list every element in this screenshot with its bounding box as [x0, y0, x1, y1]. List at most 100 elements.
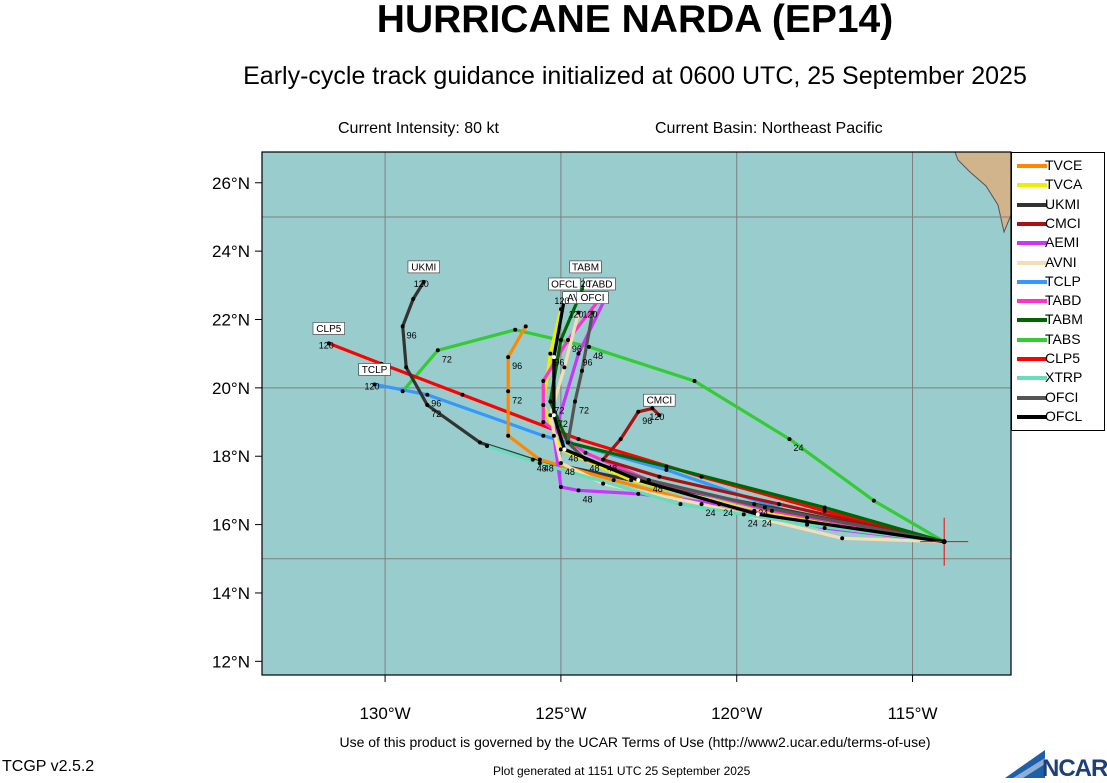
legend-swatch: [1017, 183, 1047, 188]
track-cmci: [601, 406, 946, 544]
track-point: [576, 488, 581, 493]
track-point: [551, 413, 556, 418]
track-point: [636, 478, 641, 483]
forecast-hour-label: 72: [431, 409, 441, 419]
forecast-hour-label: 24: [748, 518, 758, 528]
legend-item-xtrp: XTRP: [1012, 369, 1106, 387]
track-point: [629, 478, 634, 483]
legend-item-tvce: TVCE: [1012, 157, 1106, 175]
forecast-hour-label: 24: [723, 508, 733, 518]
legend-label: TVCA: [1045, 176, 1083, 193]
legend-swatch: [1017, 395, 1047, 400]
current-intensity: Current Intensity: 80 kt: [338, 120, 499, 137]
track-point: [506, 433, 511, 438]
track-point: [530, 457, 535, 462]
track-point: [541, 420, 546, 425]
legend-item-tabs: TABS: [1012, 331, 1106, 349]
legend-label: OFCL: [1045, 407, 1083, 424]
track-point: [805, 522, 810, 527]
legend-item-tvca: TVCA: [1012, 176, 1106, 194]
legend-label: CLP5: [1045, 350, 1081, 366]
legend-swatch: [1017, 337, 1047, 342]
track-point: [692, 379, 697, 384]
forecast-hour-label: 48: [537, 464, 547, 474]
forecast-hour-label: 48: [544, 464, 554, 474]
track-point: [548, 399, 553, 404]
track-end-label-box: [569, 260, 602, 274]
legend-item-clp5: CLP5: [1012, 350, 1106, 368]
track-point: [762, 505, 767, 510]
track-point: [513, 327, 518, 332]
track-point: [787, 437, 792, 442]
lat-tick-label: 20°N: [212, 379, 250, 398]
track-end-label-box: [407, 260, 440, 274]
track-point: [548, 413, 553, 418]
track-point: [541, 433, 546, 438]
track-end-hour: 120: [568, 310, 583, 320]
track-point: [579, 368, 584, 373]
track-point: [558, 447, 563, 452]
track-point: [572, 399, 577, 404]
legend-swatch: [1017, 279, 1047, 284]
track-point: [636, 409, 641, 414]
track-point: [558, 461, 563, 466]
track-point: [776, 502, 781, 507]
track-end-label: TABD: [587, 279, 613, 290]
forecast-hour-label: 48: [565, 467, 575, 477]
track-point: [558, 484, 563, 489]
legend-swatch: [1017, 221, 1047, 226]
track-point: [583, 450, 588, 455]
track-point: [646, 478, 651, 483]
legend-swatch: [1017, 376, 1047, 381]
track-point: [421, 279, 426, 284]
lon-tick-label: 115°W: [888, 704, 938, 723]
track-end-hour: 120: [365, 381, 380, 391]
track-end-hour: 120: [583, 310, 598, 320]
legend-item-avni: AVNI: [1012, 254, 1106, 272]
version-label: TCGP v2.5.2: [2, 758, 95, 775]
track-point: [400, 324, 405, 329]
track-point: [541, 379, 546, 384]
forecast-hour-label: 96: [407, 330, 417, 340]
track-end-hour: 120: [649, 412, 664, 422]
track-end-label: UKMI: [411, 262, 436, 273]
terms-of-use-note: Use of this product is governed by the U…: [339, 734, 931, 750]
track-end-label-box: [583, 277, 616, 291]
track-point: [562, 447, 567, 452]
track-end-label: OFCI: [581, 293, 605, 304]
legend-item-tabd: TABD: [1012, 292, 1106, 310]
track-point: [506, 389, 511, 394]
track-point: [548, 351, 553, 356]
track-point: [478, 440, 483, 445]
track-point: [562, 365, 567, 370]
track-point: [611, 478, 616, 483]
track-point: [636, 491, 641, 496]
legend-label: OFCI: [1045, 388, 1079, 405]
track-end-label: CLP5: [316, 324, 341, 335]
legend-item-ofcl: OFCL: [1012, 408, 1106, 426]
current-basin: Current Basin: Northeast Pacific: [655, 120, 883, 137]
track-point: [741, 512, 746, 517]
track-point: [400, 389, 405, 394]
track-end-label: CMCI: [647, 396, 673, 407]
track-end-label-box: [643, 393, 676, 407]
generated-timestamp: Plot generated at 1151 UTC 25 September …: [493, 764, 751, 778]
track-point: [871, 498, 876, 503]
track-point: [822, 526, 827, 531]
track-point: [650, 406, 655, 411]
track-point: [752, 502, 757, 507]
track-point: [372, 382, 377, 387]
track-point: [805, 515, 810, 520]
forecast-hour-label: 48: [582, 494, 592, 504]
track-point: [664, 464, 669, 469]
track-point: [506, 355, 511, 360]
track-point: [537, 461, 542, 466]
legend-swatch: [1017, 260, 1047, 265]
legend-swatch: [1017, 202, 1047, 207]
legend-item-tabm: TABM: [1012, 311, 1106, 329]
forecast-hour-label: 96: [431, 399, 441, 409]
track-end-label: OFCL: [551, 279, 578, 290]
track-tabs: [401, 328, 946, 544]
legend-item-ofci: OFCI: [1012, 389, 1106, 407]
